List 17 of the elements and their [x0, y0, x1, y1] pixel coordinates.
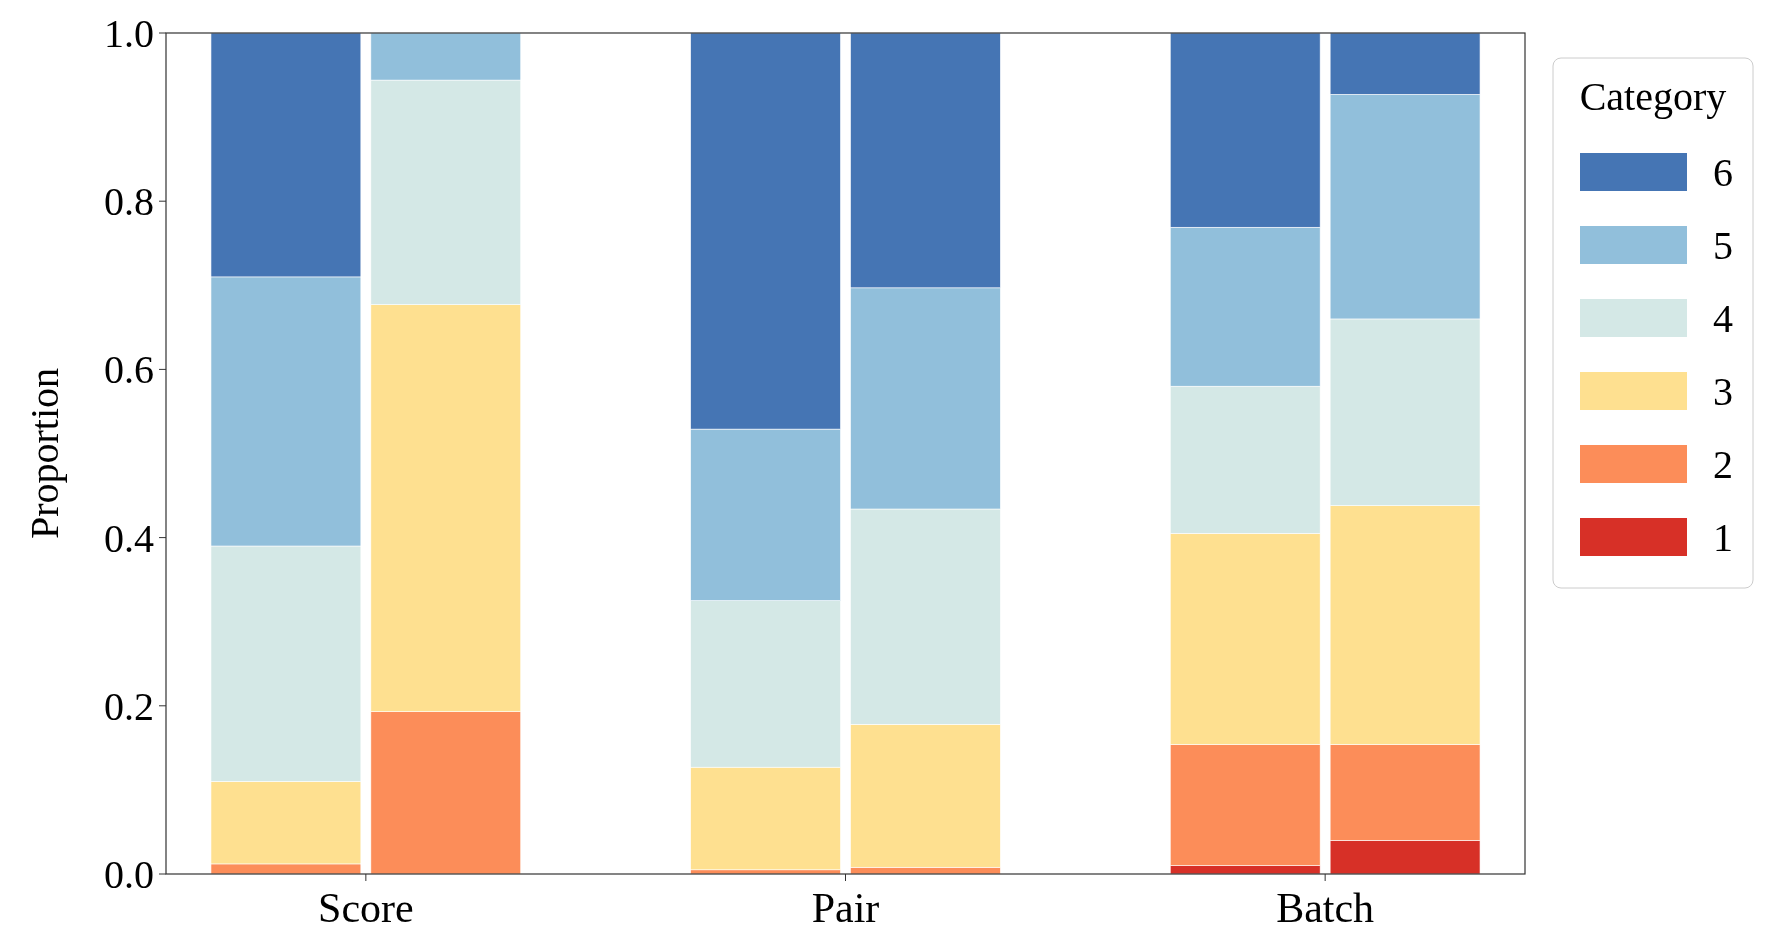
legend-title: Category [1579, 74, 1727, 119]
legend-label: 3 [1713, 369, 1733, 414]
legend-label: 5 [1713, 223, 1733, 268]
x-tick-label: Batch [1276, 885, 1375, 931]
y-axis-title: Proportion [22, 367, 67, 540]
legend-label: 6 [1713, 150, 1733, 195]
y-tick-label: 1.0 [104, 11, 154, 56]
y-tick-label: 0.0 [104, 852, 154, 897]
x-tick-label: Pair [811, 885, 880, 931]
legend-label: 2 [1713, 442, 1733, 487]
y-tick-label: 0.2 [104, 683, 154, 729]
x-tick-label: Score [318, 885, 414, 931]
legend-label: 1 [1713, 515, 1733, 560]
y-tick-label: 0.4 [104, 515, 154, 561]
y-tick-label: 0.6 [104, 347, 154, 393]
legend-label: 4 [1713, 296, 1733, 341]
y-tick-label: 0.8 [104, 179, 154, 225]
